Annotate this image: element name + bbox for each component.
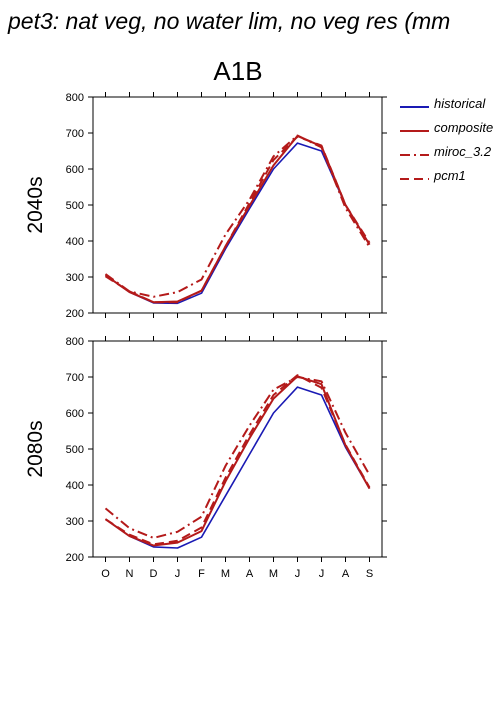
x-tick-label: J	[319, 568, 325, 580]
y-tick-label: 300	[66, 516, 84, 528]
legend-swatch-historical	[400, 106, 429, 108]
series-line-pcm1	[104, 374, 371, 546]
y-tick-label: 500	[66, 444, 84, 456]
legend-label-composite: composite	[434, 120, 494, 135]
y-tick-label: 200	[66, 308, 84, 320]
x-tick-label: A	[342, 568, 350, 580]
legend-label-pcm1: pcm1	[434, 168, 466, 183]
y-tick-label: 600	[66, 408, 84, 420]
series-line-miroc-3-2	[104, 134, 371, 298]
x-tick-label: S	[366, 568, 373, 580]
x-tick-label: M	[269, 568, 278, 580]
y-tick-label: 700	[66, 128, 84, 140]
legend-item-miroc: miroc_3.2	[400, 144, 501, 168]
x-tick-label: J	[175, 568, 181, 580]
x-tick-label: J	[295, 568, 301, 580]
chart-legend: historical composite miroc_3.2 pcm1	[400, 96, 501, 192]
chart-panel-2040s: 200 300 400 500 600 700 800 2040s	[24, 92, 387, 320]
legend-item-pcm1: pcm1	[400, 168, 501, 192]
series-line-composite	[104, 375, 371, 547]
y-tick-label: 800	[66, 336, 84, 348]
legend-swatch-composite	[400, 130, 429, 132]
row-label: 2040s	[24, 176, 47, 233]
series-line-miroc-3-2	[104, 376, 371, 539]
series-line-composite	[104, 134, 371, 304]
legend-item-composite: composite	[400, 120, 501, 144]
legend-label-historical: historical	[434, 96, 486, 111]
x-tick-label: F	[198, 568, 205, 580]
y-tick-label: 300	[66, 272, 84, 284]
y-tick-label: 500	[66, 200, 84, 212]
y-tick-label: 400	[66, 236, 84, 248]
x-tick-label: A	[246, 568, 254, 580]
chart-title: pet3: nat veg, no water lim, no veg res …	[8, 8, 451, 34]
series-line-pcm1	[104, 135, 371, 304]
y-tick-label: 400	[66, 480, 84, 492]
y-tick-label: 800	[66, 92, 84, 104]
y-tick-label: 700	[66, 372, 84, 384]
plot-frame	[92, 340, 383, 558]
legend-item-historical: historical	[400, 96, 501, 120]
scenario-title: A1B	[213, 56, 263, 86]
legend-swatch-pcm1	[400, 178, 429, 180]
row-label: 2080s	[24, 420, 47, 477]
x-tick-label: M	[221, 568, 230, 580]
x-tick-label: D	[150, 568, 158, 580]
series-line-historical	[105, 386, 371, 549]
plot-frame	[92, 96, 383, 314]
x-tick-label: O	[101, 568, 110, 580]
chart-panel-2080s: 200 300 400 500 600 700 800 O N D J F M A M J J A S 2080s	[24, 336, 387, 580]
y-tick-label: 200	[66, 552, 84, 564]
y-tick-label: 600	[66, 164, 84, 176]
legend-swatch-miroc	[400, 154, 429, 156]
legend-label-miroc: miroc_3.2	[434, 144, 492, 159]
x-tick-label: N	[126, 568, 134, 580]
